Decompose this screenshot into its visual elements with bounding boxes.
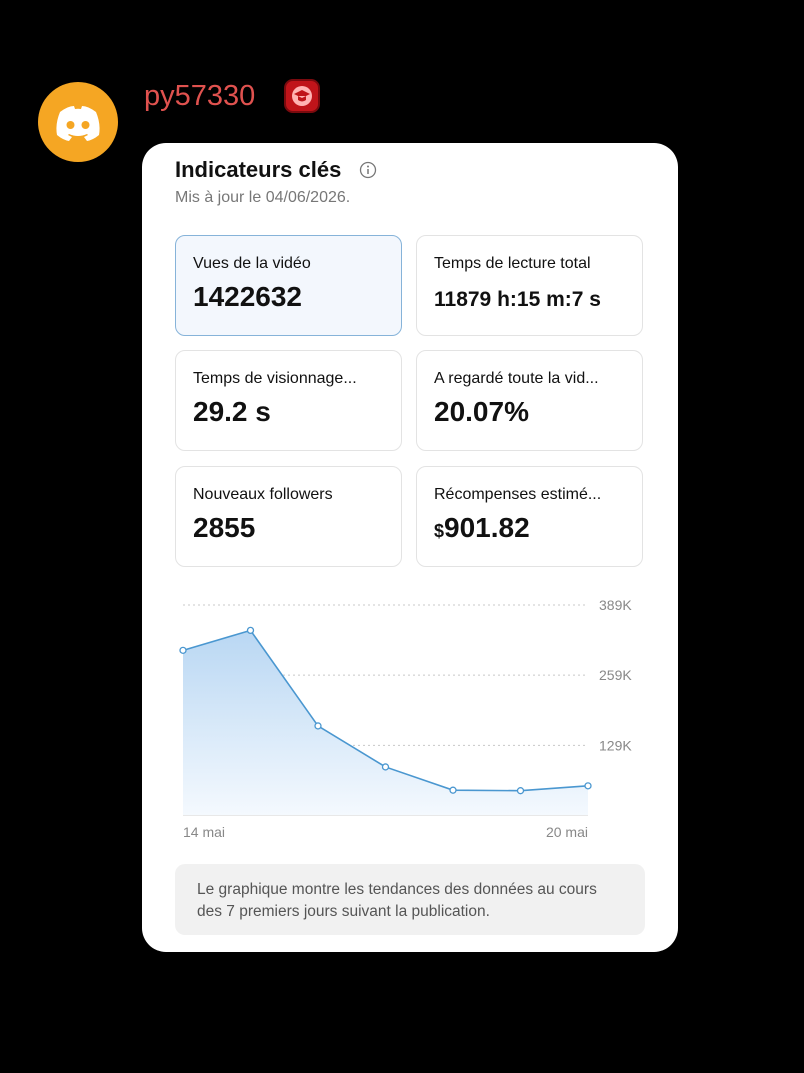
metric-value: 1422632 (193, 281, 303, 312)
y-tick-label: 389K (599, 597, 632, 613)
metric-tile[interactable]: A regardé toute la vid... 20.07% (416, 350, 643, 451)
username[interactable]: py57330 (144, 80, 256, 112)
metric-tile[interactable]: Nouveaux followers 2855 (175, 466, 402, 567)
metric-label: A regardé toute la vid... (434, 370, 599, 387)
point (381, 763, 390, 771)
metric-value: 29.2 s (193, 396, 271, 427)
note-box: Le graphique montre les tendances des do… (175, 864, 645, 935)
metric-label: Temps de lecture total (434, 255, 591, 272)
metric-tile[interactable]: Temps de lecture total 11879 h:15 m:7 s (416, 235, 643, 336)
metric-label: Récompenses estimé... (434, 486, 602, 503)
card: Indicateurs clés Mis à jour le 04/06/202… (142, 143, 678, 952)
info-icon[interactable] (359, 161, 377, 179)
x-tick-label: 14 mai (183, 824, 225, 840)
area (183, 630, 588, 815)
metric-label: Temps de visionnage... (193, 370, 357, 387)
x-tick-label: 20 mai (546, 824, 588, 840)
point (314, 722, 322, 730)
metric-value: $901.82 (434, 512, 530, 544)
point (179, 646, 187, 654)
card-subtitle: Mis à jour le 04/06/2026. (175, 189, 351, 206)
metric-value: 20.07% (434, 396, 529, 427)
y-tick-label: 259K (599, 667, 632, 683)
badge (284, 79, 320, 113)
point (584, 782, 592, 790)
point (246, 626, 255, 635)
amount: 901.82 (444, 512, 530, 543)
note-text: Le graphique montre les tendances des do… (197, 881, 597, 920)
metric-value: 11879 h:15 m:7 s (434, 288, 601, 311)
point (449, 786, 457, 794)
card-title: Indicateurs clés (175, 157, 342, 182)
metric-tile[interactable]: Récompenses estimé... $901.82 (416, 466, 643, 567)
metric-label: Nouveaux followers (193, 486, 333, 503)
metric-value: 2855 (193, 512, 256, 543)
currency: $ (434, 521, 445, 541)
avatar (38, 82, 118, 162)
metric-label: Vues de la vidéo (193, 255, 311, 272)
point (516, 787, 525, 795)
metric-tile[interactable]: Temps de visionnage... 29.2 s (175, 350, 402, 451)
metric-tile[interactable]: Vues de la vidéo 1422632 (175, 235, 402, 336)
chart: 129K 259K 389K 14 mai 20 mai (179, 597, 632, 840)
y-tick-label: 129K (599, 737, 632, 753)
